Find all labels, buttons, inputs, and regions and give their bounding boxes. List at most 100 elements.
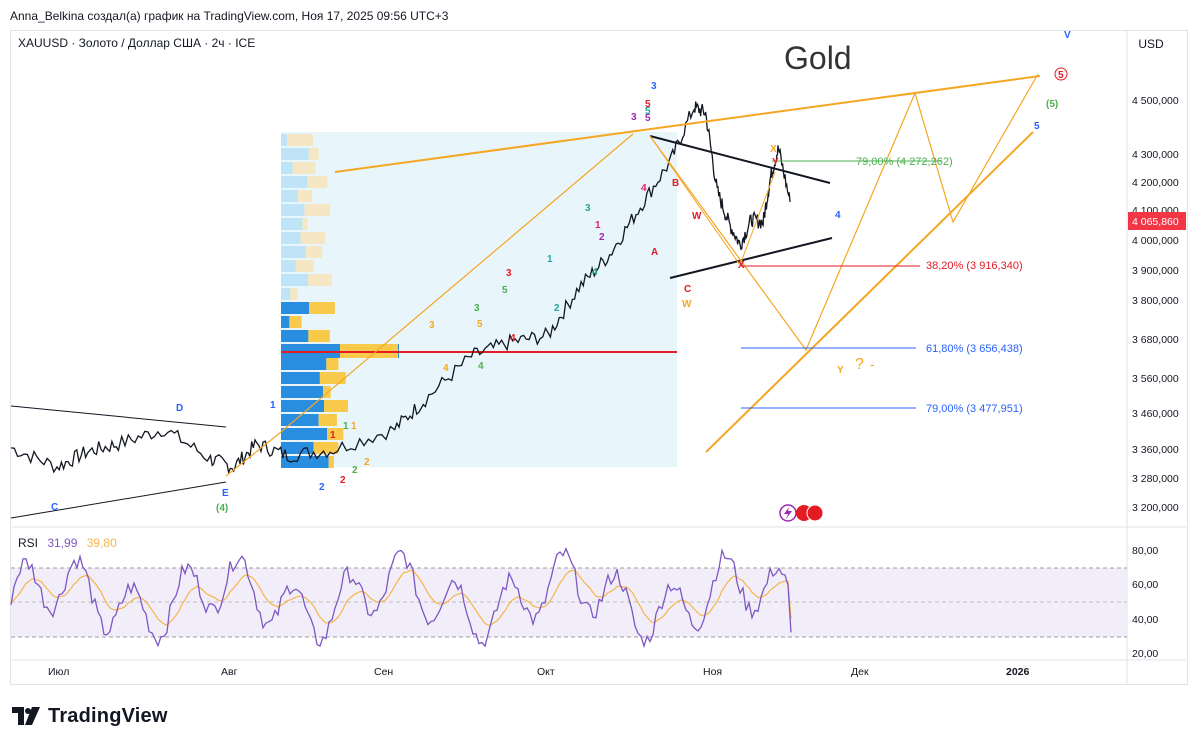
tradingview-logo[interactable]: TradingView (12, 704, 168, 728)
wave-label-c: C (684, 284, 691, 295)
volume-bar-buy (281, 400, 325, 412)
price-tick-label: 4 300,000 (1132, 149, 1179, 161)
volume-bar-buy (281, 204, 305, 216)
rsi-ma-series (10, 569, 792, 626)
volume-bar-buy (281, 218, 303, 230)
rsi-tick-label: 20,00 (1132, 648, 1158, 660)
wave-label-4-pink: 4 (641, 183, 647, 194)
wave-label-a: A (651, 247, 658, 258)
volume-bar-sell (304, 204, 331, 216)
rsi-value: 31,99 (47, 536, 78, 550)
wave-label-1-blue: 1 (270, 400, 276, 411)
symbol-info[interactable]: XAUUSD · Золото / Доллар США · 2ч · ICE (18, 36, 256, 50)
wave-label-1-red: 1 (330, 430, 336, 441)
volume-profile-zone (281, 132, 677, 467)
rsi-tick-label: 80,00 (1132, 545, 1158, 557)
fib-label-61: 61,80% (3 656,438) (926, 343, 1023, 355)
volume-bar-buy (281, 260, 296, 272)
wave-label-2-green: 2 (352, 465, 358, 476)
chart-title: Gold (784, 40, 852, 76)
volume-bar-sell (326, 358, 339, 370)
wedge-lower-line (669, 237, 833, 279)
time-axis: Июл Авг Сен Окт Ноя Дек 2026 (48, 666, 1030, 678)
rsi-legend-title: RSI (18, 536, 39, 550)
volume-bar-buy (281, 232, 301, 244)
volume-bar-sell (308, 274, 333, 286)
tradingview-logo-text: TradingView (48, 704, 168, 727)
wave-label-2-orange: 2 (364, 457, 370, 468)
rsi-legend[interactable]: RSI 31,99 39,80 (18, 536, 117, 550)
volume-bar-sell (318, 414, 337, 426)
volume-bar-sell (297, 190, 313, 202)
volume-bar-buy (281, 456, 329, 468)
price-tick-label: 3 560,000 (1132, 373, 1179, 385)
wave-label-4-green: 4 (478, 361, 484, 372)
volume-bar-buy (281, 428, 328, 440)
rsi-tick-label: 60,00 (1132, 579, 1158, 591)
wave-label-w-red: W (692, 211, 702, 222)
volume-bar-sell (287, 134, 313, 146)
wave-label-5-circle (1054, 67, 1068, 81)
wave-label-5-red: 5 (645, 99, 651, 110)
wave-label-4-orange: 4 (443, 363, 449, 374)
event-bolt-glyph (784, 507, 792, 519)
wave-label-3-purple: 3 (631, 112, 637, 123)
wave-label-1-pink: 1 (595, 220, 601, 231)
volume-bar-sell (305, 246, 323, 258)
wave-label-x-red: X (738, 260, 745, 271)
volume-bar-sell (308, 330, 330, 342)
wave-label-4-red: 4 (510, 333, 516, 344)
rsi-tick-label: 40,00 (1132, 614, 1158, 626)
wave-label-2-blue: 2 (319, 482, 325, 493)
event-icons[interactable] (779, 504, 824, 522)
fib-label-79-lower: 79,00% (3 477,951) (926, 403, 1023, 415)
volume-profile-bars (281, 134, 399, 468)
event-us-flag-icon-2 (806, 504, 824, 522)
volume-bar-buy (281, 288, 291, 300)
volume-bar-buy (281, 176, 308, 188)
fib-label-79-upper: 79,00% (4 272,262) (856, 156, 953, 168)
volume-bar-buy (281, 442, 314, 454)
price-tick-label: 3 680,000 (1132, 334, 1179, 346)
wave-label-4-blue: 4 (835, 210, 841, 221)
wave-label-x-orange: X (770, 144, 777, 155)
wave-labels: C D E (4) 1 2 2 2 2 1 1 1 3 4 3 5 4 5 3 … (51, 30, 1071, 514)
triangle-upper-line (10, 405, 227, 428)
volume-bar-sell (307, 176, 328, 188)
volume-bar-buy (281, 274, 309, 286)
currency-button[interactable]: USD (1138, 37, 1164, 51)
wave-label-a-c: C (51, 502, 58, 513)
channel-lower-line (705, 131, 1034, 453)
wave-label-1-orange: 1 (351, 421, 357, 432)
current-price-tag (1128, 212, 1186, 230)
volume-bar-sell (323, 386, 331, 398)
volume-bar-sell (289, 316, 302, 328)
volume-bar-sell (328, 456, 334, 468)
volume-bar-buy (281, 358, 327, 370)
time-tick-label: Сен (374, 666, 393, 678)
volume-bar-sell (324, 400, 348, 412)
time-tick-label: Авг (221, 666, 238, 678)
projection-y-label: Y (837, 365, 844, 376)
wave-label-w-orange: W (682, 299, 692, 310)
wave-label-v: V (1064, 30, 1071, 41)
volume-bar-sell (292, 162, 316, 174)
volume-bar-buy (281, 386, 324, 398)
tradingview-logo-icon (12, 707, 40, 725)
time-tick-label: Ноя (703, 666, 722, 678)
projection-dash: - (870, 356, 875, 372)
wave-label-2-red: 2 (340, 475, 346, 486)
volume-bar-buy (281, 190, 298, 202)
volume-bar-sell (290, 288, 298, 300)
wave-label-3-orange: 3 (429, 320, 435, 331)
rsi-ma-value: 39,80 (86, 536, 117, 550)
volume-bar-buy (281, 330, 309, 342)
price-tick-label: 4 500,000 (1132, 95, 1179, 107)
volume-bar-buy (281, 148, 309, 160)
volume-bar-sell (302, 218, 308, 230)
wave-label-5-orange: 5 (477, 319, 483, 330)
volume-bar-sell (319, 372, 346, 384)
price-series (10, 101, 791, 475)
